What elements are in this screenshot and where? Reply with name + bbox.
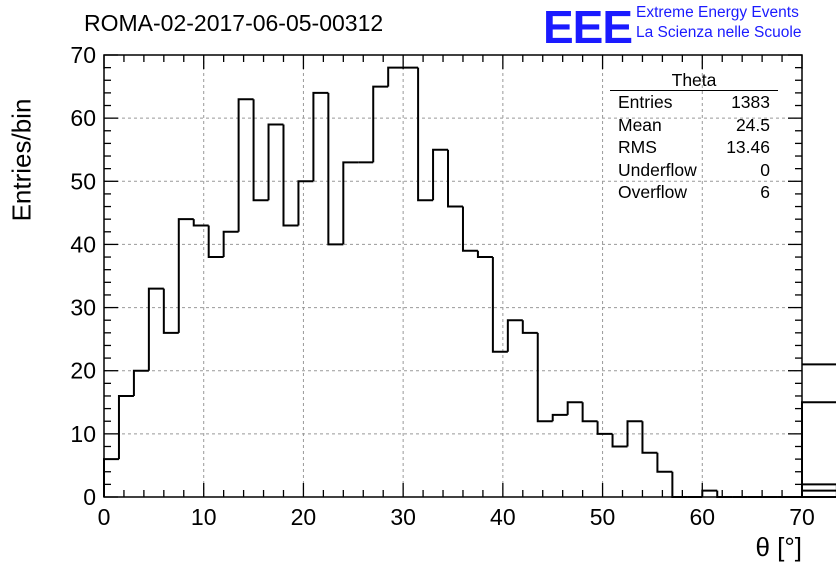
y-tick-label: 30 <box>70 295 96 321</box>
histogram-bin <box>581 402 598 423</box>
histogram-bin <box>327 92 344 246</box>
histogram-bin <box>447 149 463 208</box>
stats-value: 13.46 <box>726 137 770 157</box>
histogram-bin <box>222 230 239 258</box>
y-tick-label: 50 <box>70 168 96 194</box>
histogram-bin <box>237 98 254 232</box>
x-tick-label: 20 <box>291 504 317 530</box>
x-tick-label: 60 <box>689 504 715 530</box>
x-tick-label: 10 <box>191 504 217 530</box>
stats-title: Theta <box>610 70 778 91</box>
y-tick-label: 10 <box>70 421 96 447</box>
y-tick-label: 40 <box>70 231 96 257</box>
plot-frame <box>103 54 803 498</box>
histogram-bin <box>701 489 718 497</box>
histogram-bin <box>802 483 836 497</box>
stats-label: Overflow <box>618 182 688 202</box>
histogram-bin <box>521 320 538 334</box>
x-tick-label: 50 <box>590 504 616 530</box>
histogram-bin <box>716 490 733 498</box>
stats-row: Entries 1383 <box>610 91 778 114</box>
histogram-bin <box>801 401 836 497</box>
histogram-bin <box>551 413 568 422</box>
y-tick-label: 60 <box>70 105 96 131</box>
y-axis-label-container: Entries/bin <box>4 99 44 222</box>
histogram-bin <box>626 420 643 447</box>
stats-value: 24.5 <box>735 114 770 135</box>
x-tick-label: 0 <box>98 504 111 530</box>
stats-row: RMS 13.46 <box>610 136 778 159</box>
y-tick-label: 0 <box>83 484 96 510</box>
histogram-bin <box>596 421 613 435</box>
histogram-bin <box>802 489 836 492</box>
histogram-bin <box>252 99 269 202</box>
histogram-bin <box>282 124 299 227</box>
histogram-bin <box>267 123 284 201</box>
y-tick-label: 20 <box>70 358 96 384</box>
histogram-bin <box>192 219 209 227</box>
x-axis-label: θ [°] <box>755 532 802 562</box>
histogram-bin <box>461 206 478 252</box>
x-tick-label: 40 <box>490 504 516 530</box>
histogram-bin <box>103 458 119 497</box>
plot-title: ROMA-02-2017-06-05-00312 <box>84 10 384 36</box>
histogram-bin <box>536 332 553 423</box>
histogram-bin <box>506 319 523 352</box>
histogram-bin <box>417 67 434 202</box>
stats-label: Entries <box>618 92 673 112</box>
histogram-bin <box>432 148 449 201</box>
histogram-bin <box>297 180 314 226</box>
histogram-bin <box>147 287 164 371</box>
axis-ticks <box>103 54 803 498</box>
stats-value: 6 <box>760 182 770 202</box>
grid-lines <box>104 55 802 497</box>
histogram-bin <box>177 218 194 333</box>
stats-label: Mean <box>618 114 662 135</box>
stats-value: 1383 <box>731 92 770 112</box>
brand-line-1: Extreme Energy Events <box>636 4 799 21</box>
histogram-bin <box>671 471 688 498</box>
stats-row: Overflow 6 <box>610 181 778 204</box>
histogram-bin <box>802 363 836 366</box>
stats-label: RMS <box>618 137 657 157</box>
histogram-bin <box>476 250 493 259</box>
stats-label: Underflow <box>618 159 697 180</box>
stats-row: Underflow 0 <box>610 159 778 182</box>
stats-row: Mean 24.5 <box>610 114 778 137</box>
histogram-bin <box>656 452 673 473</box>
histogram-bin <box>566 401 583 415</box>
y-tick-label: 70 <box>70 42 96 68</box>
histogram-bin <box>387 66 404 87</box>
stats-value: 0 <box>760 159 770 180</box>
eee-logo: EEE <box>543 1 633 53</box>
histogram-bin <box>132 369 149 396</box>
histogram-bin <box>162 288 179 334</box>
histogram-bin <box>342 161 359 245</box>
histogram-bin <box>491 257 508 353</box>
histogram-bin <box>611 433 628 448</box>
histogram-bin <box>207 225 224 259</box>
x-tick-label: 70 <box>789 504 815 530</box>
histogram-bins <box>103 66 836 498</box>
histogram-bin <box>372 85 389 163</box>
y-axis-label: Entries/bin <box>6 98 37 222</box>
histogram-bin <box>117 394 134 460</box>
x-tick-label: 30 <box>390 504 416 530</box>
brand-line-2: La Scienza nelle Scuole <box>636 24 802 41</box>
histogram-bin <box>312 91 329 182</box>
histogram-bin <box>641 421 658 454</box>
stats-box: Theta Entries 1383 Mean 24.5 RMS 13.46 U… <box>610 70 778 204</box>
